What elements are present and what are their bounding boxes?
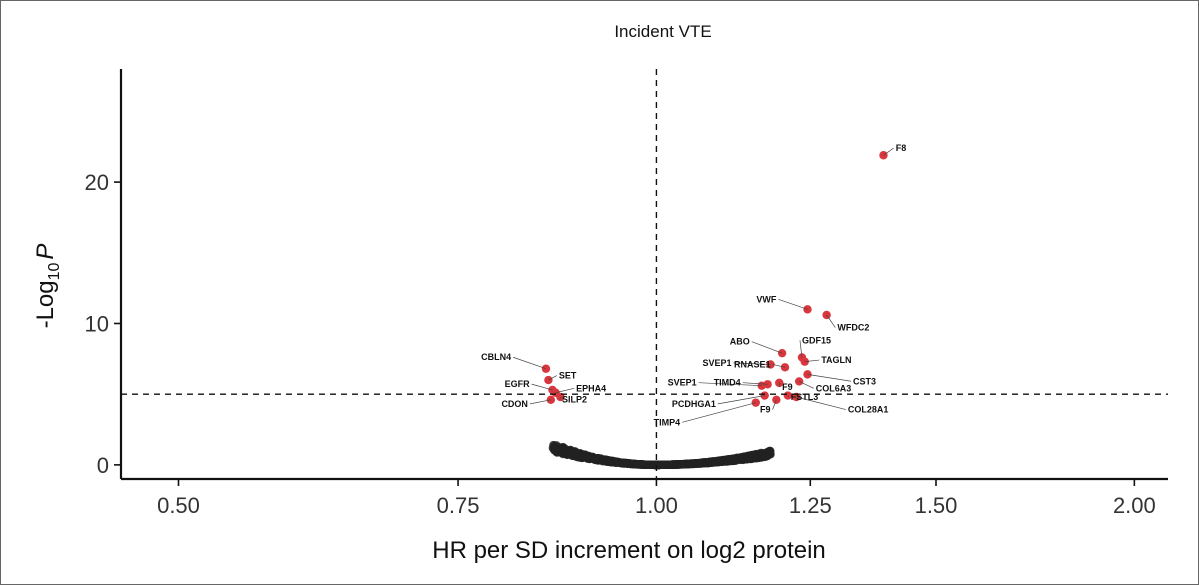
nonsignificant-point [715, 456, 723, 464]
point-label: F8 [896, 143, 907, 153]
point-label: TIMD4 [714, 378, 741, 388]
point-label: SET [559, 371, 577, 381]
point-label: SVEP1 [668, 378, 697, 388]
x-tick-label: 1.25 [789, 493, 832, 518]
point-label: EPHA4 [576, 383, 606, 393]
x-tick-label: 2.00 [1113, 493, 1156, 518]
y-axis-label-sub: 10 [46, 262, 63, 280]
point-label: CST3 [853, 376, 876, 386]
significant-point [760, 391, 768, 399]
nonsignificant-point [591, 455, 599, 463]
nonsignificant-point [702, 458, 710, 466]
nonsignificant-point [599, 457, 607, 465]
label-leader-line [752, 342, 782, 353]
label-leader-line [808, 374, 852, 381]
point-label: F9 [760, 405, 771, 415]
nonsignificant-point [620, 459, 628, 467]
nonsignificant-point [759, 449, 767, 457]
point-label: FSTL3 [791, 392, 819, 402]
nonsignificant-point [731, 456, 739, 464]
points-layer [542, 151, 888, 469]
y-tick-label: 0 [97, 453, 109, 478]
axes: 0.50 0.75 1.00 1.25 1.50 2.00 0 10 20 [85, 69, 1168, 518]
y-tick-label: 20 [85, 170, 109, 195]
point-label: TIMP4 [654, 417, 681, 427]
significant-point [752, 398, 760, 406]
label-leader-line [827, 315, 836, 328]
point-label: GDF15 [802, 335, 831, 345]
point-label: COL28A1 [848, 405, 889, 415]
point-label: F9 [782, 382, 793, 392]
point-label: CBLN4 [481, 352, 511, 362]
point-label: RNASE1 [734, 359, 771, 369]
x-tick-label: 0.75 [437, 493, 480, 518]
point-label: PCDHGA1 [672, 399, 716, 409]
x-tick-label: 1.00 [635, 493, 678, 518]
label-leader-line [796, 397, 846, 410]
nonsignificant-point [558, 448, 566, 456]
label-leader-line [532, 384, 553, 390]
point-label: ABO [730, 337, 750, 347]
point-label: WFDC2 [837, 323, 869, 333]
nonsignificant-point [748, 451, 756, 459]
point-label: VWF [756, 294, 776, 304]
significant-point [795, 377, 803, 385]
nonsignificant-point [612, 458, 620, 466]
point-label: CDON [501, 399, 528, 409]
x-axis-label: HR per SD increment on log2 protein [432, 537, 826, 564]
nonsignificant-point [680, 460, 688, 468]
y-tick-label: 10 [85, 311, 109, 336]
point-label: TAGLN [821, 355, 851, 365]
chart-title: Incident VTE [614, 22, 711, 41]
point-label: SILP2 [562, 395, 587, 405]
label-leader-line [778, 299, 807, 309]
point-label: COL6A3 [816, 383, 852, 393]
x-tick-label: 0.50 [157, 493, 200, 518]
x-tick-label: 1.50 [915, 493, 958, 518]
reference-lines [121, 69, 1168, 479]
significant-point [803, 370, 811, 378]
point-label: SVEP1 [702, 358, 731, 368]
point-label: EGFR [505, 379, 531, 389]
label-leader-line [513, 357, 546, 368]
nonsignificant-point [642, 461, 650, 469]
y-axis-label: -Log10 P [32, 244, 63, 329]
nonsignificant-point [570, 450, 578, 458]
y-axis-label-main: -Log [32, 280, 59, 328]
y-axis-label-var: P [32, 244, 59, 260]
